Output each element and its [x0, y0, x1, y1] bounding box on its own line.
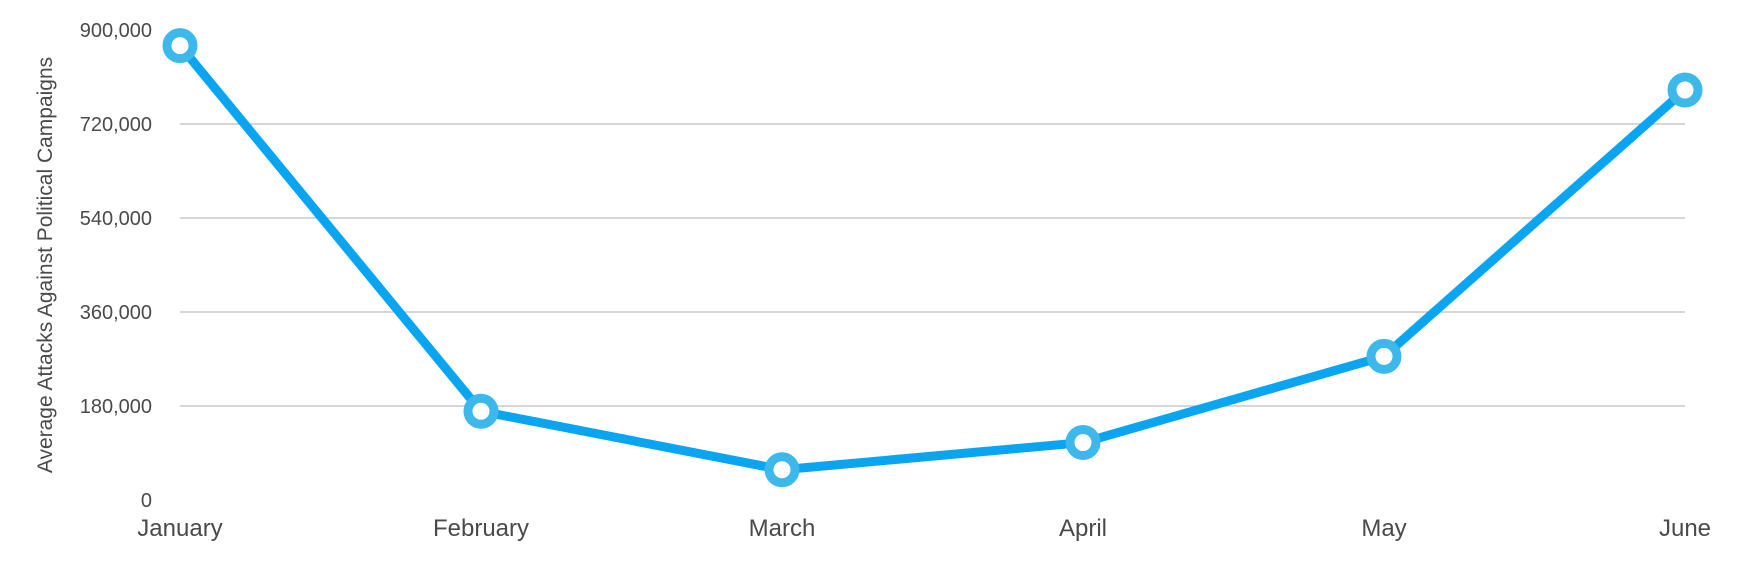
series-layer	[162, 28, 1703, 488]
y-tick-label: 360,000	[80, 302, 152, 324]
data-point	[463, 393, 499, 429]
x-tick-label: May	[1361, 515, 1406, 542]
x-tick-label: March	[749, 515, 816, 542]
x-tick-label: January	[137, 515, 222, 542]
data-point	[162, 28, 198, 64]
series-line	[175, 41, 1690, 475]
x-tick-label: April	[1059, 515, 1107, 542]
data-point	[1366, 338, 1402, 374]
y-tick-label: 720,000	[80, 114, 152, 136]
x-tick-label: June	[1659, 515, 1711, 542]
y-tick-label: 540,000	[80, 208, 152, 230]
gridlines	[180, 123, 1685, 407]
y-tick-label: 0	[141, 490, 152, 512]
x-axis-ticks: January February March April May June	[137, 515, 1711, 542]
y-tick-label: 180,000	[80, 396, 152, 418]
y-tick-label: 900,000	[80, 20, 152, 42]
data-point	[1667, 72, 1703, 108]
y-axis-label: Average Attacks Against Political Campai…	[34, 57, 57, 473]
y-axis-ticks: 0 180,000 360,000 540,000 720,000 900,000	[80, 20, 152, 512]
data-point	[1065, 425, 1101, 461]
x-tick-label: February	[433, 515, 529, 542]
data-point	[764, 452, 800, 488]
